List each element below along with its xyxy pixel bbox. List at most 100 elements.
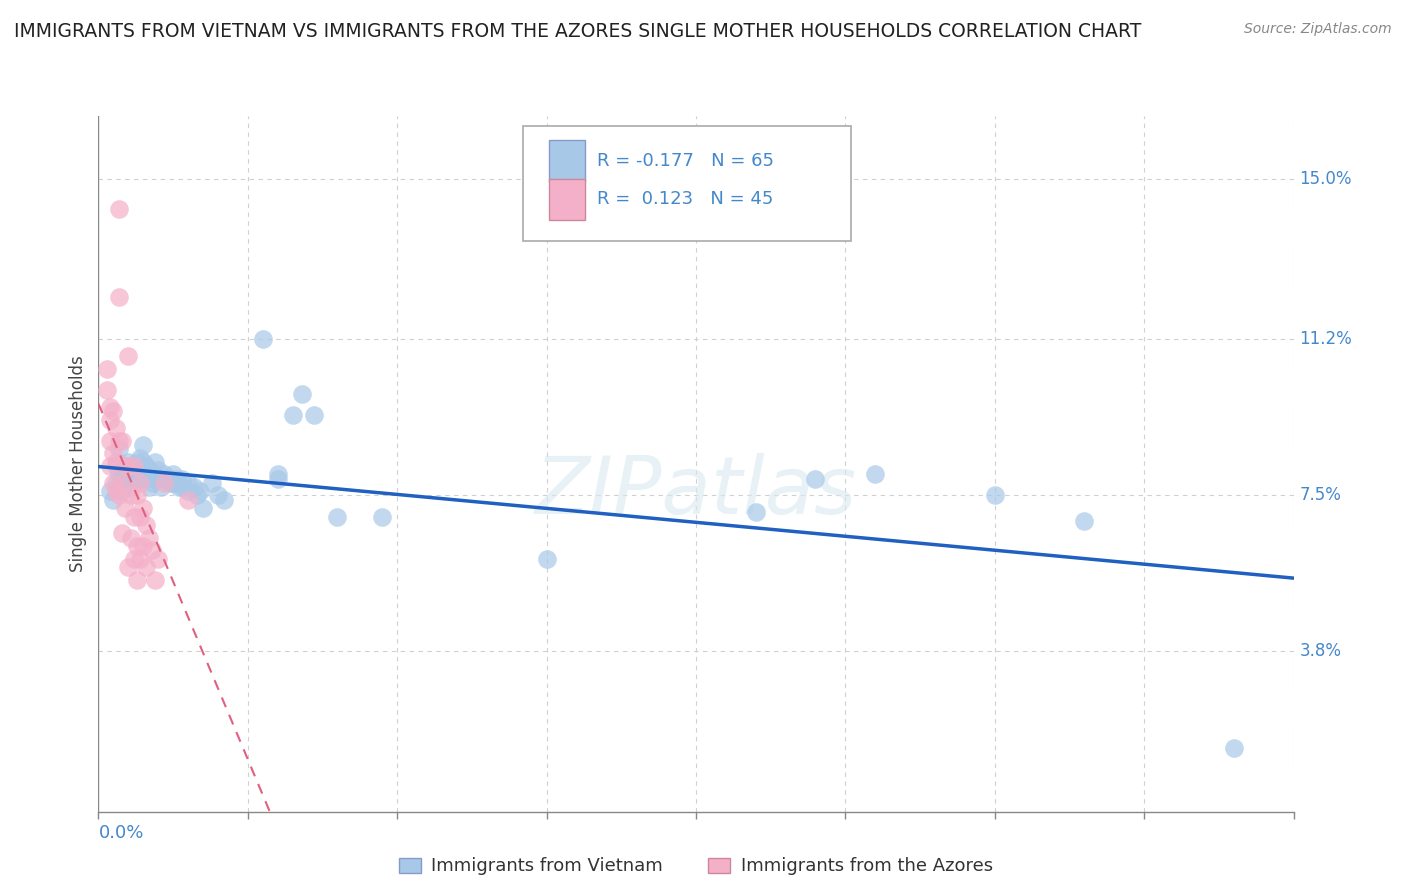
- Point: [201, 475, 224, 490]
- Point: [114, 458, 136, 473]
- Point: [371, 509, 394, 524]
- Point: [252, 333, 274, 347]
- Point: [188, 484, 211, 499]
- Point: [183, 480, 205, 494]
- Point: [153, 475, 176, 490]
- Point: [127, 488, 149, 502]
- Point: [103, 404, 125, 418]
- Point: [108, 467, 131, 482]
- Point: [103, 475, 125, 490]
- Point: [186, 488, 208, 502]
- Point: [1073, 514, 1095, 528]
- Point: [212, 492, 235, 507]
- Point: [804, 472, 827, 486]
- Point: [129, 509, 152, 524]
- Point: [96, 383, 118, 397]
- Point: [111, 484, 134, 499]
- Point: [111, 434, 134, 448]
- Point: [117, 455, 139, 469]
- Point: [135, 560, 157, 574]
- Point: [138, 480, 160, 494]
- Point: [326, 509, 349, 524]
- Point: [132, 438, 155, 452]
- Point: [117, 560, 139, 574]
- Point: [127, 573, 149, 587]
- Point: [103, 492, 125, 507]
- Point: [156, 472, 179, 486]
- FancyBboxPatch shape: [523, 127, 851, 241]
- Point: [108, 434, 131, 448]
- Point: [124, 467, 146, 482]
- Point: [117, 349, 139, 363]
- Point: [129, 475, 152, 490]
- Point: [141, 543, 163, 558]
- Point: [177, 475, 200, 490]
- Point: [96, 362, 118, 376]
- Point: [120, 531, 142, 545]
- Point: [267, 472, 290, 486]
- Point: [150, 480, 173, 494]
- Point: [162, 467, 184, 482]
- Point: [129, 551, 152, 566]
- Point: [108, 290, 131, 304]
- Point: [98, 458, 122, 473]
- Point: [114, 501, 136, 516]
- Text: R =  0.123   N = 45: R = 0.123 N = 45: [596, 191, 773, 209]
- Point: [143, 573, 166, 587]
- Point: [120, 480, 142, 494]
- Point: [135, 518, 157, 533]
- Y-axis label: Single Mother Households: Single Mother Households: [69, 356, 87, 572]
- Point: [148, 551, 170, 566]
- Point: [98, 400, 122, 414]
- Point: [127, 539, 149, 553]
- Text: 7.5%: 7.5%: [1299, 486, 1341, 505]
- Text: IMMIGRANTS FROM VIETNAM VS IMMIGRANTS FROM THE AZORES SINGLE MOTHER HOUSEHOLDS C: IMMIGRANTS FROM VIETNAM VS IMMIGRANTS FR…: [14, 22, 1142, 41]
- Point: [148, 463, 170, 477]
- Point: [108, 488, 131, 502]
- Point: [127, 472, 149, 486]
- Point: [983, 488, 1005, 502]
- Point: [153, 467, 176, 482]
- Point: [103, 446, 125, 460]
- Point: [105, 421, 128, 435]
- Point: [302, 409, 325, 423]
- Point: [108, 442, 131, 456]
- Point: [865, 467, 887, 482]
- Point: [536, 551, 558, 566]
- Point: [135, 472, 157, 486]
- Text: R = -0.177   N = 65: R = -0.177 N = 65: [596, 153, 773, 170]
- Point: [281, 409, 304, 423]
- Point: [135, 458, 157, 473]
- Point: [117, 472, 139, 486]
- Point: [98, 434, 122, 448]
- Text: 0.0%: 0.0%: [98, 824, 143, 842]
- Text: 11.2%: 11.2%: [1299, 330, 1353, 349]
- Point: [143, 455, 166, 469]
- Bar: [548, 140, 585, 182]
- Point: [172, 472, 194, 486]
- Point: [105, 455, 128, 469]
- Point: [105, 484, 128, 499]
- Point: [114, 475, 136, 490]
- Point: [124, 551, 146, 566]
- Point: [1223, 741, 1246, 756]
- Point: [165, 472, 187, 486]
- Point: [132, 455, 155, 469]
- Point: [117, 458, 139, 473]
- Bar: [548, 178, 585, 220]
- Point: [124, 458, 146, 473]
- Legend: Immigrants from Vietnam, Immigrants from the Azores: Immigrants from Vietnam, Immigrants from…: [392, 850, 1000, 883]
- Point: [150, 472, 173, 486]
- Point: [120, 463, 142, 477]
- Point: [111, 472, 134, 486]
- Point: [290, 387, 312, 401]
- Point: [141, 467, 163, 482]
- Text: Source: ZipAtlas.com: Source: ZipAtlas.com: [1244, 22, 1392, 37]
- Point: [267, 467, 290, 482]
- Point: [177, 492, 200, 507]
- Point: [108, 202, 131, 216]
- Point: [127, 455, 149, 469]
- Point: [98, 412, 122, 426]
- Point: [132, 539, 155, 553]
- Text: 15.0%: 15.0%: [1299, 170, 1353, 188]
